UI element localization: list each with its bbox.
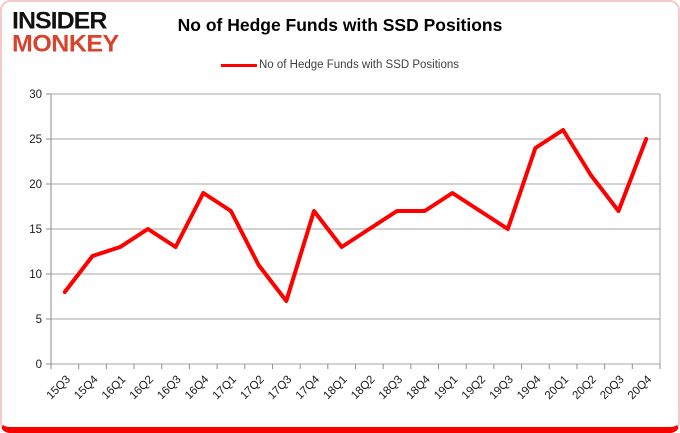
x-axis-label: 20Q1 xyxy=(543,374,571,402)
x-axis-label: 18Q3 xyxy=(377,374,405,402)
y-axis-label: 10 xyxy=(29,269,42,281)
y-axis-label: 20 xyxy=(29,179,42,191)
y-axis-label: 15 xyxy=(29,224,42,236)
legend-line-swatch xyxy=(220,63,257,67)
x-axis-label: 18Q1 xyxy=(321,374,349,402)
x-axis-label: 15Q4 xyxy=(72,373,101,402)
x-axis-label: 19Q2 xyxy=(460,374,488,402)
x-axis-label: 20Q2 xyxy=(571,374,599,402)
legend-label: No of Hedge Funds with SSD Positions xyxy=(258,59,460,71)
insider-monkey-logo: INSIDER MONKEY xyxy=(12,7,119,58)
x-axis-label: 17Q4 xyxy=(294,373,323,402)
x-axis-label: 18Q4 xyxy=(404,373,433,402)
y-axis-label: 0 xyxy=(36,359,42,371)
x-axis-label: 17Q1 xyxy=(211,374,239,402)
chart-title: No of Hedge Funds with SSD Positions xyxy=(177,15,503,35)
legend: No of Hedge Funds with SSD Positions xyxy=(220,59,460,71)
x-axis-label: 15Q3 xyxy=(45,374,73,402)
x-axis-label: 19Q3 xyxy=(487,374,515,402)
y-axis-label: 30 xyxy=(29,89,42,101)
x-axis-label: 16Q1 xyxy=(100,374,128,402)
x-axis-label: 19Q1 xyxy=(432,374,460,402)
y-axis-label: 25 xyxy=(29,134,42,146)
logo-text-insider: INSIDER xyxy=(12,7,107,35)
x-axis-label: 17Q2 xyxy=(238,374,266,402)
x-axis-label: 16Q2 xyxy=(128,374,156,402)
data-series-line xyxy=(62,128,649,303)
x-axis-label: 16Q4 xyxy=(183,373,212,402)
x-axis-label: 17Q3 xyxy=(266,374,294,402)
x-axis-label: 19Q4 xyxy=(515,373,544,402)
y-axis-label: 5 xyxy=(36,314,42,326)
x-axis-label: 18Q2 xyxy=(349,374,377,402)
x-axis-label: 20Q3 xyxy=(598,374,626,402)
x-axis-label: 20Q4 xyxy=(626,373,655,402)
logo-text-monkey: MONKEY xyxy=(12,30,119,58)
x-axis-label: 16Q3 xyxy=(155,374,183,402)
